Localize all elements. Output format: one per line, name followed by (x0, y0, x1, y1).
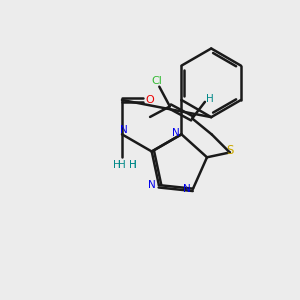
Text: Cl: Cl (151, 76, 162, 86)
Text: N: N (172, 128, 180, 138)
Text: H: H (118, 160, 126, 170)
Text: N: N (148, 180, 156, 190)
Text: O: O (146, 95, 154, 105)
Text: H: H (129, 160, 136, 170)
Text: S: S (226, 144, 233, 157)
Text: H: H (206, 94, 213, 104)
Text: H: H (129, 160, 136, 170)
Text: N: N (183, 184, 190, 194)
Text: H: H (113, 160, 121, 170)
Text: N: N (120, 125, 128, 135)
